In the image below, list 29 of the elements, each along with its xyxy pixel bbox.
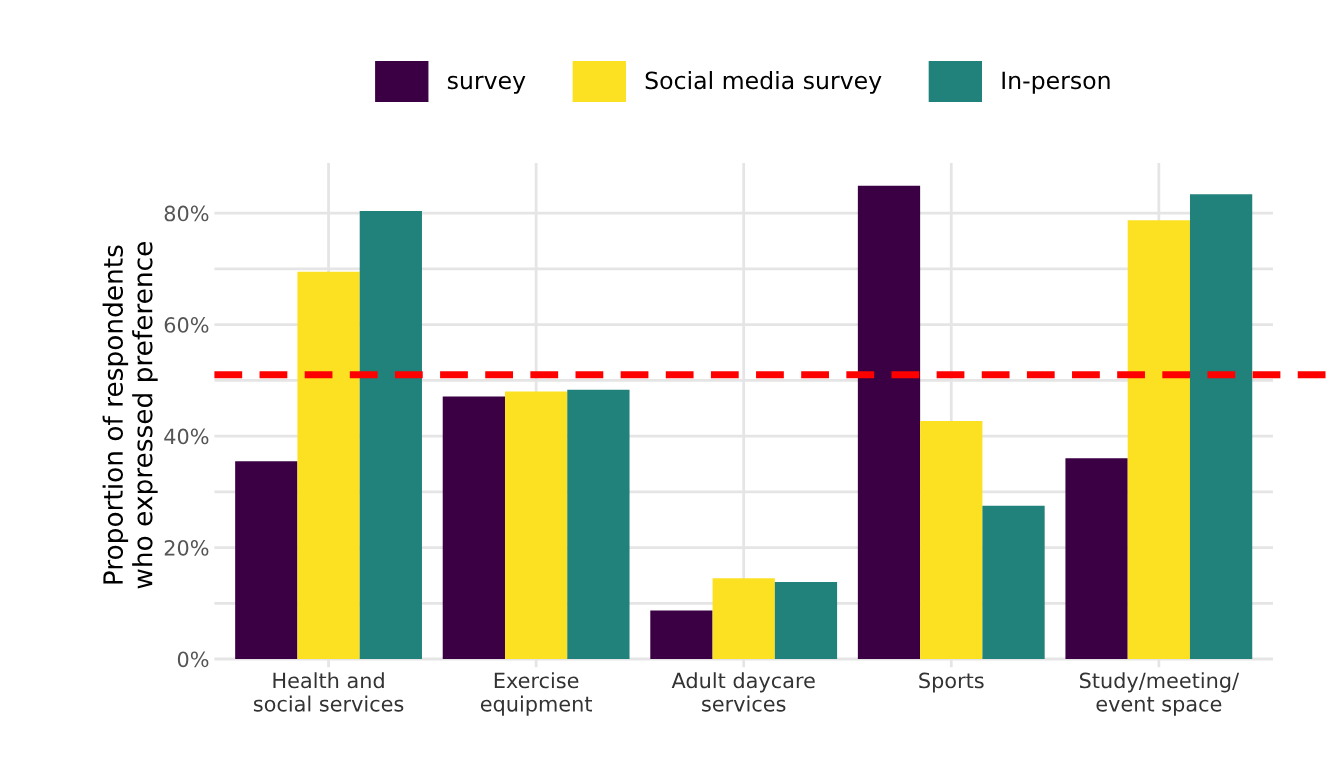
bar	[505, 391, 568, 659]
bar	[1189, 194, 1253, 659]
y-axis-title: Proportion of respondents who expressed preference	[102, 242, 158, 589]
bar	[920, 421, 983, 659]
x-tick-label: Exercise equipment	[480, 672, 592, 716]
bar	[982, 505, 1045, 659]
y-tick-label: 80%	[164, 205, 209, 222]
legend-label: survey	[447, 75, 526, 94]
bar	[359, 210, 422, 659]
x-tick-label: Sports	[919, 672, 984, 693]
y-tick-label: 40%	[164, 428, 209, 445]
x-tick-label: Adult daycare services	[671, 672, 815, 712]
legend-label: Social media survey	[645, 71, 882, 94]
legend-label: In-person	[1002, 71, 1110, 94]
bar	[567, 389, 630, 659]
bar	[235, 461, 298, 659]
y-tick-label: 20%	[164, 539, 209, 556]
bar	[1065, 458, 1128, 659]
bar	[442, 396, 505, 659]
y-tick-label: 60%	[164, 317, 209, 333]
bar	[297, 271, 360, 659]
bar	[650, 610, 713, 659]
bar	[774, 582, 838, 659]
y-tick-label: 0%	[177, 651, 209, 668]
bar	[712, 578, 775, 659]
x-tick-label: Health and social services	[253, 672, 404, 712]
bar	[1127, 220, 1190, 659]
x-tick-label: Study/meeting/ event space	[1079, 672, 1240, 716]
bar	[857, 185, 921, 659]
